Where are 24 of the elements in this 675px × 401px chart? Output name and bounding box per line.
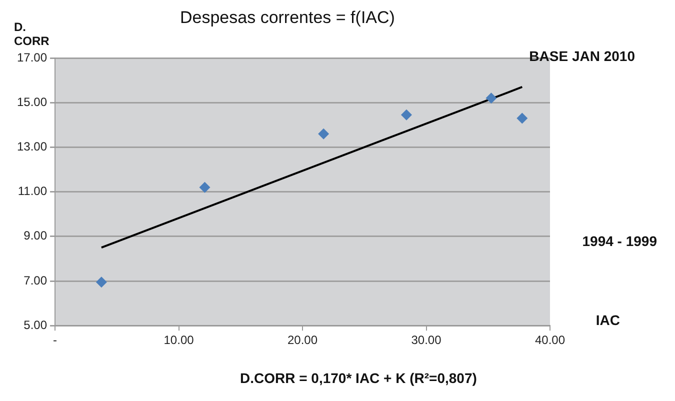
text: D.CORR = 0,170* IAC + K (R²=0,807) <box>240 370 477 386</box>
point <box>516 112 528 124</box>
point <box>486 92 497 104</box>
x-tick-label: 10.00 <box>164 333 194 348</box>
annotation: BASE JAN 2010 <box>529 48 635 64</box>
point <box>400 109 412 120</box>
text: 1994 - 1999 <box>582 233 657 249</box>
point <box>199 182 210 193</box>
point <box>96 276 107 288</box>
x-tick-label: 40.00 <box>534 333 566 348</box>
x-tick-label: 20.00 <box>288 333 318 348</box>
y-tick-label: 7.00 <box>24 273 48 288</box>
chart-title: Despesas correntes = f(IAC) <box>180 8 395 28</box>
y-tick-label: 11.00 <box>18 184 48 198</box>
y-tick-label: 9.00 <box>24 228 48 243</box>
y-tick-label: 17.00 <box>17 50 48 64</box>
y-tick-label: 15.00 <box>17 94 48 109</box>
point <box>318 128 330 140</box>
y-tick-label: 13.00 <box>17 140 48 154</box>
x-axis-title: IAC <box>596 312 620 328</box>
y-tick-label: 5.00 <box>24 318 48 332</box>
x-tick-label: - <box>53 333 58 348</box>
x-tick-label: 30.00 <box>411 333 442 348</box>
y-axis-title: D. CORR <box>14 20 50 48</box>
